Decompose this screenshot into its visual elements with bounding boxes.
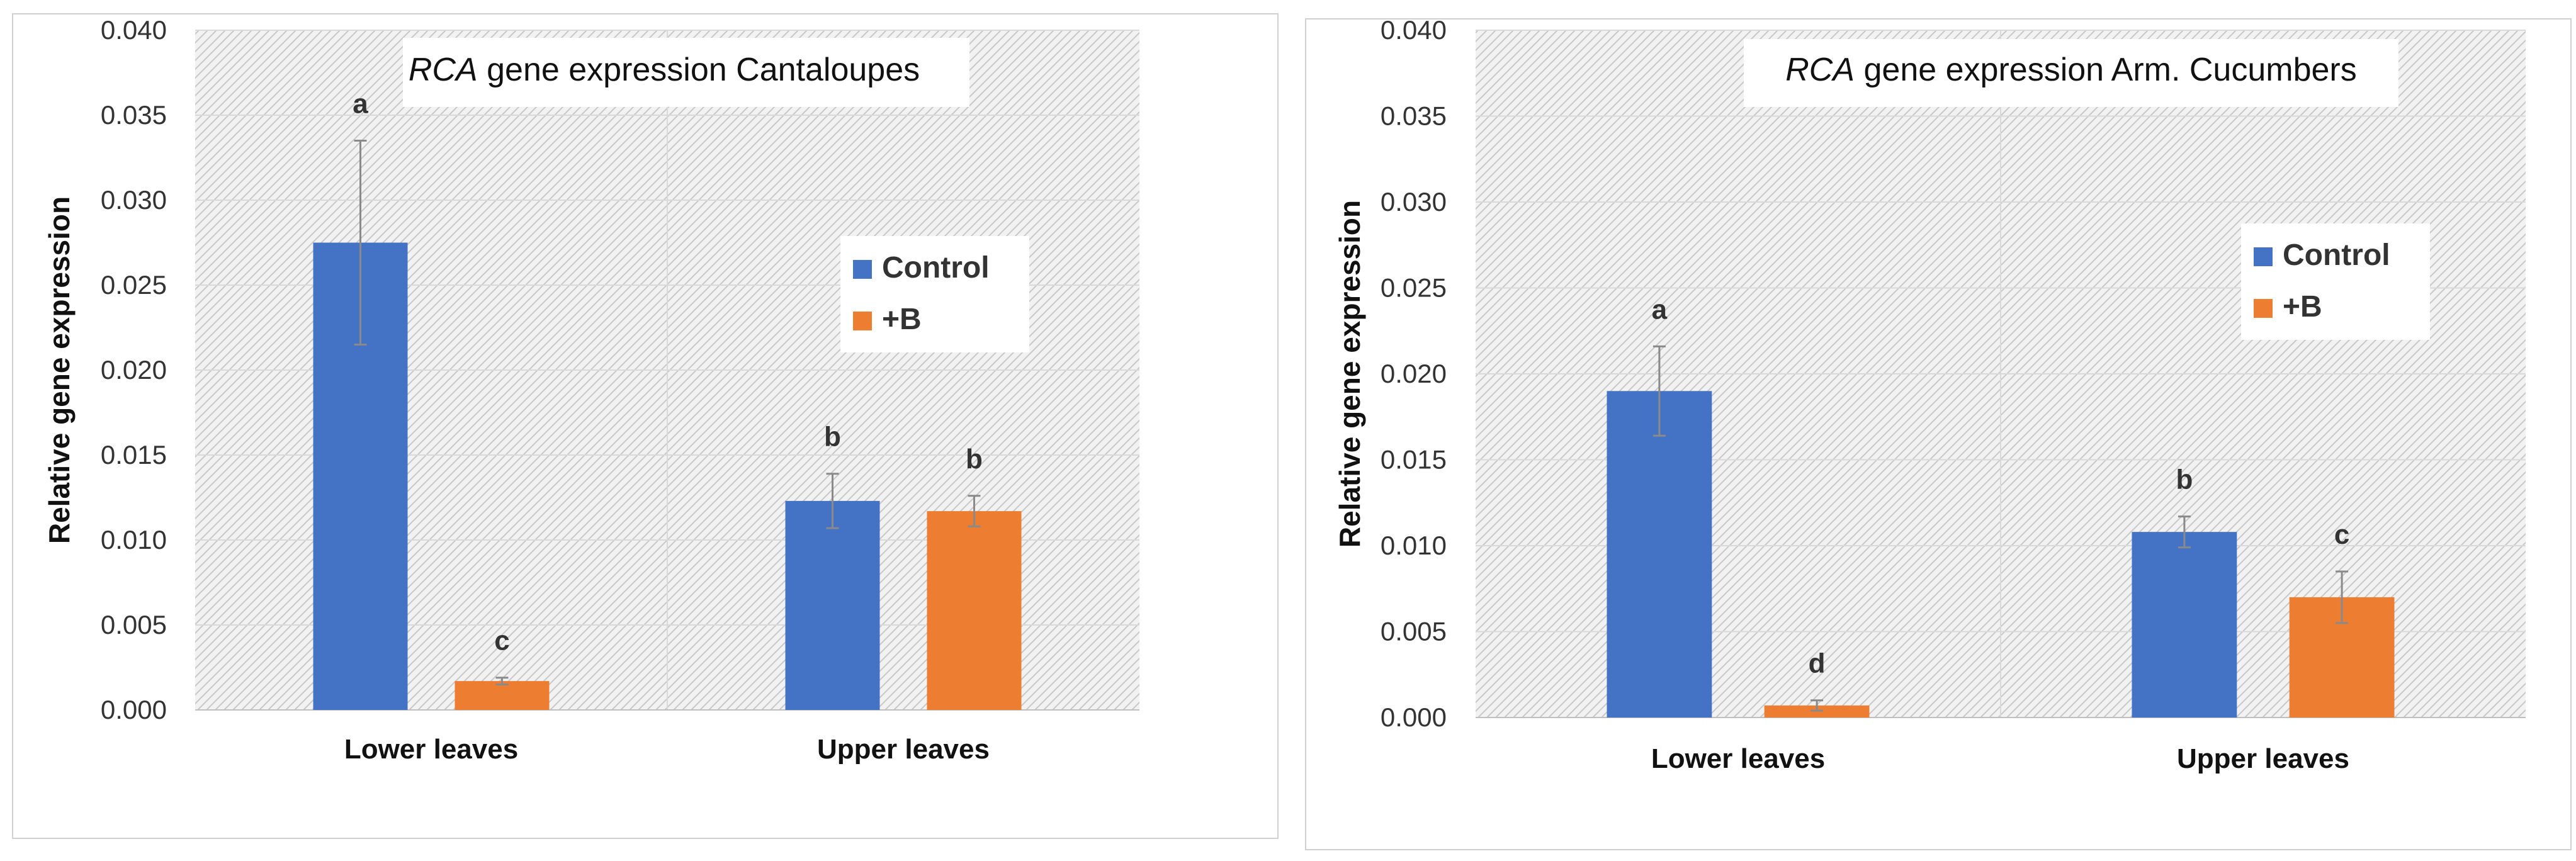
legend-label: +B	[2283, 290, 2322, 324]
chart-title-italic: RCA	[1785, 52, 1855, 88]
title-box	[1744, 39, 2398, 107]
bar	[785, 500, 880, 710]
bar-chart-cucumbers: 0.000 0.005 0.010 0.015 0.020 0.025 0.030 0.035…	[1305, 15, 2572, 850]
legend-label: Control	[2283, 239, 2390, 272]
chart-title-rest: gene expression Cantaloupes	[478, 52, 920, 88]
x-category-label: Lower leaves	[1651, 743, 1825, 774]
legend-swatch	[2254, 299, 2273, 318]
y-tick-label: 0.020	[1381, 359, 1447, 388]
legend-box	[2241, 223, 2430, 340]
legend-box	[840, 236, 1029, 352]
y-tick-label: 0.035	[1381, 101, 1447, 131]
title-box	[403, 38, 969, 107]
legend-label: +B	[882, 303, 922, 336]
y-tick-label: 0.025	[101, 270, 167, 300]
significance-label: b	[2176, 464, 2193, 495]
significance-label: a	[1652, 294, 1668, 325]
y-tick-label: 0.000	[101, 695, 167, 724]
y-tick-label: 0.015	[101, 440, 167, 470]
x-category-label: Lower leaves	[344, 734, 518, 765]
y-tick-label: 0.020	[101, 355, 167, 385]
chart-title-italic: RCA	[409, 52, 478, 88]
y-tick-label: 0.035	[101, 100, 167, 130]
bar-chart-cantaloupes: 0.000 0.005 0.010 0.015 0.020 0.025 0.030 0.035…	[12, 13, 1279, 839]
bar	[2132, 532, 2237, 718]
bar	[927, 511, 1022, 710]
y-tick-label: 0.025	[1381, 273, 1447, 303]
y-axis-title: Relative gene expression	[43, 196, 76, 544]
chart-title: RCA gene expression Cantaloupes	[409, 52, 920, 88]
y-tick-label: 0.010	[101, 525, 167, 554]
significance-label: d	[1809, 648, 1826, 679]
chart-panel-cucumbers: 0.000 0.005 0.010 0.015 0.020 0.025 0.030 0.035…	[1297, 0, 2576, 861]
legend-swatch	[853, 312, 872, 330]
y-axis-title: Relative gene expression	[1333, 200, 1366, 548]
y-tick-label: 0.015	[1381, 445, 1447, 475]
chart-title-rest: gene expression Arm. Cucumbers	[1855, 52, 2357, 88]
y-tick-label: 0.005	[1381, 617, 1447, 646]
y-tick-label: 0.040	[101, 15, 167, 45]
y-tick-label: 0.005	[101, 610, 167, 639]
x-category-label: Upper leaves	[2177, 743, 2349, 774]
legend-swatch	[853, 260, 872, 279]
x-category-label: Upper leaves	[817, 734, 990, 765]
chart-title: RCA gene expression Arm. Cucumbers	[1785, 52, 2357, 88]
legend-swatch	[2254, 247, 2273, 266]
y-tick-label: 0.040	[1381, 15, 1447, 45]
y-tick-label: 0.010	[1381, 531, 1447, 560]
bar	[1607, 391, 1712, 718]
bar	[455, 681, 550, 710]
significance-label: b	[824, 422, 841, 453]
significance-label: c	[494, 626, 509, 656]
y-tick-label: 0.000	[1381, 702, 1447, 732]
y-tick-label: 0.030	[101, 185, 167, 215]
significance-label: b	[966, 444, 983, 475]
significance-label: c	[2334, 519, 2349, 550]
significance-label: a	[353, 89, 368, 120]
chart-panel-cantaloupes: 0.000 0.005 0.010 0.015 0.020 0.025 0.030 0.035…	[0, 0, 1284, 861]
y-tick-label: 0.030	[1381, 187, 1447, 217]
legend-label: Control	[882, 251, 990, 284]
